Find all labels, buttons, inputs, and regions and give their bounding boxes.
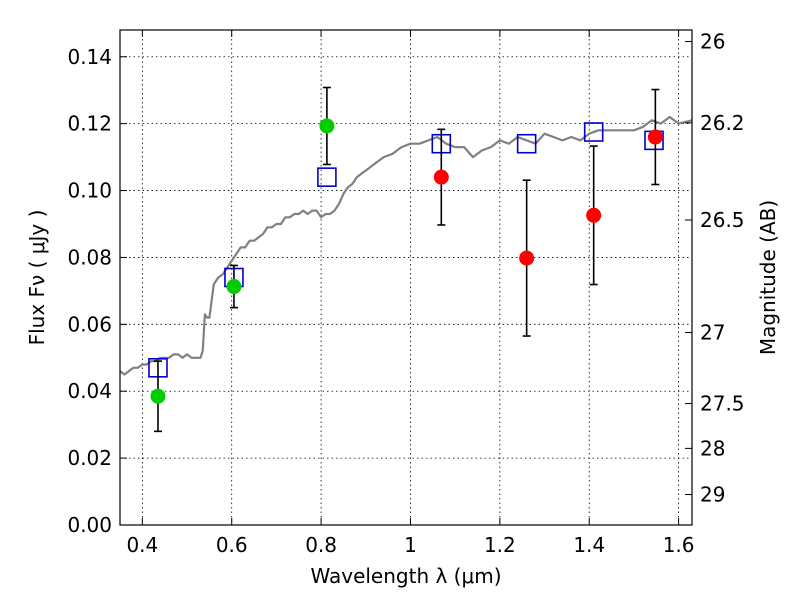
x-tick-label: 1.6 bbox=[663, 533, 695, 557]
right-tick-label: 27.5 bbox=[700, 392, 745, 416]
right-tick-label: 26.2 bbox=[700, 111, 745, 135]
y-axis-label: Flux Fν ( μJy ) bbox=[25, 210, 49, 346]
right-tick-label: 27 bbox=[700, 321, 725, 345]
upper-point bbox=[519, 250, 535, 266]
y-tick-label: 0.14 bbox=[67, 45, 112, 69]
x-tick-label: 1.2 bbox=[484, 533, 516, 557]
x-tick-label: 0.4 bbox=[126, 533, 158, 557]
y-tick-label: 0.06 bbox=[67, 312, 112, 336]
spectrum-line bbox=[120, 115, 692, 376]
right-tick-label: 26 bbox=[700, 30, 725, 54]
detections-point bbox=[319, 118, 335, 134]
y-tick-label: 0.08 bbox=[67, 245, 112, 269]
y-tick-label: 0.12 bbox=[67, 112, 112, 136]
x-tick-label: 0.8 bbox=[305, 533, 337, 557]
model-square bbox=[583, 122, 604, 142]
y-tick-label: 0.02 bbox=[67, 446, 112, 470]
model-square bbox=[317, 167, 337, 187]
model-square bbox=[516, 133, 537, 154]
right-tick-label: 26.5 bbox=[700, 208, 745, 232]
x-tick-label: 1.4 bbox=[573, 533, 605, 557]
marker-layer bbox=[148, 86, 664, 433]
right-tick-label: 28 bbox=[700, 436, 725, 460]
upper-point bbox=[647, 129, 663, 145]
y-tick-label: 0.04 bbox=[67, 379, 112, 403]
right-tick-label: 29 bbox=[700, 482, 725, 506]
axis-ticks: 0.4 0.6 0.8 1 1.2 1.4 1.6 0.00 0.02 0.04 0.06 0.08 0… bbox=[67, 30, 744, 557]
upper-point bbox=[586, 207, 602, 223]
detections-point bbox=[226, 279, 242, 295]
upper-point bbox=[433, 169, 449, 185]
right-axis-label: Magnitude (AB) bbox=[756, 200, 780, 355]
x-tick-label: 0.6 bbox=[216, 533, 248, 557]
x-tick-label: 1 bbox=[404, 533, 417, 557]
detections-point bbox=[150, 388, 166, 404]
y-tick-label: 0.00 bbox=[67, 513, 112, 537]
y-tick-label: 0.10 bbox=[67, 179, 112, 203]
grid bbox=[120, 30, 692, 526]
x-axis-label: Wavelength λ (μm) bbox=[310, 564, 501, 588]
plot-frame bbox=[119, 29, 693, 526]
spectrum-layer bbox=[120, 115, 692, 376]
